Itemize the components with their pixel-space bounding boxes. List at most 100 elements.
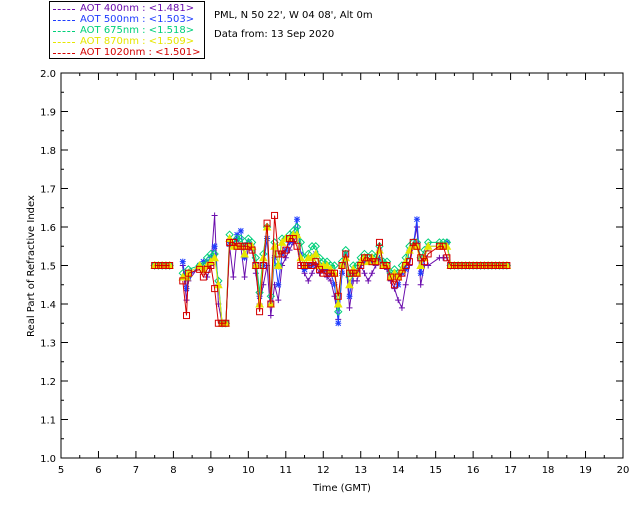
data-point xyxy=(304,262,312,269)
x-tick-label: 10 xyxy=(242,465,255,476)
data-point xyxy=(375,238,383,246)
data-point xyxy=(206,257,216,266)
y-tick-label: 1.2 xyxy=(40,377,56,388)
data-point xyxy=(443,254,451,262)
data-point xyxy=(255,288,264,297)
data-point xyxy=(211,212,218,219)
legend-label-1020nm: AOT 1020nm : <1.501> xyxy=(80,47,201,58)
data-point xyxy=(286,235,294,243)
data-point xyxy=(484,262,492,269)
data-point xyxy=(229,238,237,246)
data-point xyxy=(353,269,361,277)
data-point xyxy=(349,269,357,277)
data-point xyxy=(316,270,323,277)
site-info: PML, N 50 22', W 04 08', Alt 0m Data fro… xyxy=(214,6,373,44)
data-point xyxy=(360,254,368,262)
data-point xyxy=(241,254,248,261)
data-point xyxy=(322,260,332,269)
data-point xyxy=(218,319,226,327)
data-point xyxy=(248,246,256,254)
data-point xyxy=(439,242,447,250)
data-point xyxy=(450,262,458,269)
data-point xyxy=(267,312,274,319)
data-point xyxy=(305,277,312,284)
data-point xyxy=(195,260,204,269)
data-point xyxy=(417,281,424,288)
data-point xyxy=(151,262,159,269)
data-point xyxy=(368,258,376,266)
data-point xyxy=(292,230,302,239)
data-point xyxy=(312,258,320,266)
data-point xyxy=(331,293,338,300)
data-point xyxy=(233,242,241,250)
data-point xyxy=(275,281,282,288)
data-point xyxy=(345,269,353,277)
data-date: Data from: 13 Sep 2020 xyxy=(214,29,335,40)
data-point xyxy=(275,297,282,304)
legend-label-675nm: AOT 675nm : <1.518> xyxy=(80,25,195,36)
x-axis-title: Time (GMT) xyxy=(312,483,371,494)
data-point xyxy=(256,308,264,316)
data-point xyxy=(364,254,372,262)
data-point xyxy=(204,274,211,281)
legend-swatch-400nm xyxy=(53,9,75,10)
data-point xyxy=(244,242,252,250)
data-point xyxy=(237,227,244,234)
x-tick-label: 19 xyxy=(579,465,592,476)
data-point xyxy=(289,235,297,243)
x-tick-label: 7 xyxy=(133,465,139,476)
data-point xyxy=(361,258,368,265)
y-tick-label: 1.8 xyxy=(40,146,56,157)
y-tick-label: 1.5 xyxy=(40,262,56,273)
data-point xyxy=(417,254,425,262)
y-axis-title: Real Part of Refractive Index xyxy=(26,195,37,337)
data-point xyxy=(278,250,286,258)
data-point xyxy=(179,258,186,265)
data-point xyxy=(383,262,391,269)
data-point xyxy=(425,262,432,269)
data-point xyxy=(395,297,402,304)
data-point xyxy=(361,270,368,277)
data-point xyxy=(390,281,398,289)
data-point xyxy=(252,262,260,269)
data-point xyxy=(309,270,316,277)
y-axis: 1.0 1.1 1.2 1.3 1.4 1.5 1.6 1.7 1.8 1.9 2.0 xyxy=(40,69,623,465)
data-point xyxy=(345,280,354,289)
data-point xyxy=(413,216,420,223)
data-point xyxy=(301,262,309,269)
data-point xyxy=(263,219,271,227)
data-point xyxy=(391,285,398,292)
data-point xyxy=(207,262,215,269)
y-tick-label: 1.3 xyxy=(40,339,56,350)
data-point xyxy=(346,304,353,311)
legend: AOT 400nm : <1.481> AOT 500nm : <1.503> … xyxy=(49,1,205,59)
data-point xyxy=(326,264,336,273)
legend-label-500nm: AOT 500nm : <1.503> xyxy=(80,14,195,25)
data-point xyxy=(420,258,428,266)
data-point xyxy=(413,242,421,250)
data-point xyxy=(166,262,174,269)
data-point xyxy=(264,235,271,242)
data-point xyxy=(342,250,350,258)
legend-label-870nm: AOT 870nm : <1.509> xyxy=(80,36,195,47)
data-point xyxy=(394,273,402,281)
legend-entry-500nm: AOT 500nm : <1.503> xyxy=(50,14,206,26)
data-point xyxy=(158,262,166,269)
x-tick-label: 17 xyxy=(504,465,517,476)
y-tick-label: 1.0 xyxy=(40,454,56,465)
data-point xyxy=(196,265,204,273)
data-point xyxy=(308,262,316,269)
y-tick-label: 1.1 xyxy=(40,416,56,427)
data-point xyxy=(363,257,373,266)
data-point xyxy=(226,238,234,246)
data-point xyxy=(237,242,245,250)
legend-swatch-500nm xyxy=(53,20,75,21)
legend-entry-870nm: AOT 870nm : <1.509> xyxy=(50,36,206,48)
data-point xyxy=(469,262,477,269)
data-point xyxy=(390,268,399,277)
y-tick-label: 1.9 xyxy=(40,108,56,119)
data-point xyxy=(402,262,410,269)
data-point xyxy=(447,262,455,269)
site-location: PML, N 50 22', W 04 08', Alt 0m xyxy=(214,10,373,21)
